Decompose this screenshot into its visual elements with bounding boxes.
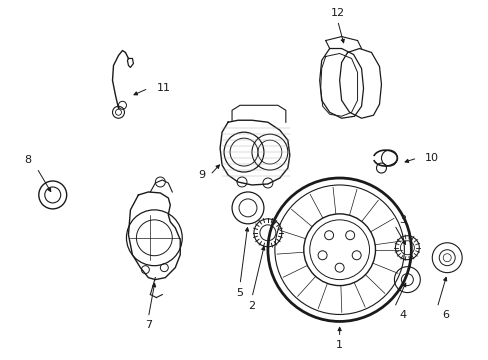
Text: 11: 11	[156, 84, 170, 93]
Text: 3: 3	[399, 215, 406, 225]
Circle shape	[381, 150, 397, 166]
Text: 8: 8	[25, 155, 32, 165]
Text: 7: 7	[144, 320, 152, 330]
Text: 6: 6	[441, 310, 448, 320]
Text: 1: 1	[335, 340, 343, 350]
Text: 12: 12	[330, 8, 344, 18]
Text: 4: 4	[399, 310, 406, 320]
Text: 9: 9	[198, 170, 205, 180]
Text: 5: 5	[236, 288, 243, 298]
Text: 2: 2	[248, 301, 255, 311]
Text: 10: 10	[425, 153, 438, 163]
